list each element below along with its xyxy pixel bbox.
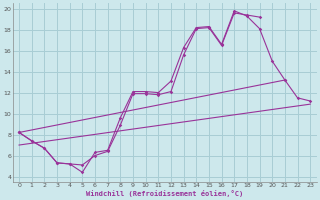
X-axis label: Windchill (Refroidissement éolien,°C): Windchill (Refroidissement éolien,°C) (86, 190, 243, 197)
